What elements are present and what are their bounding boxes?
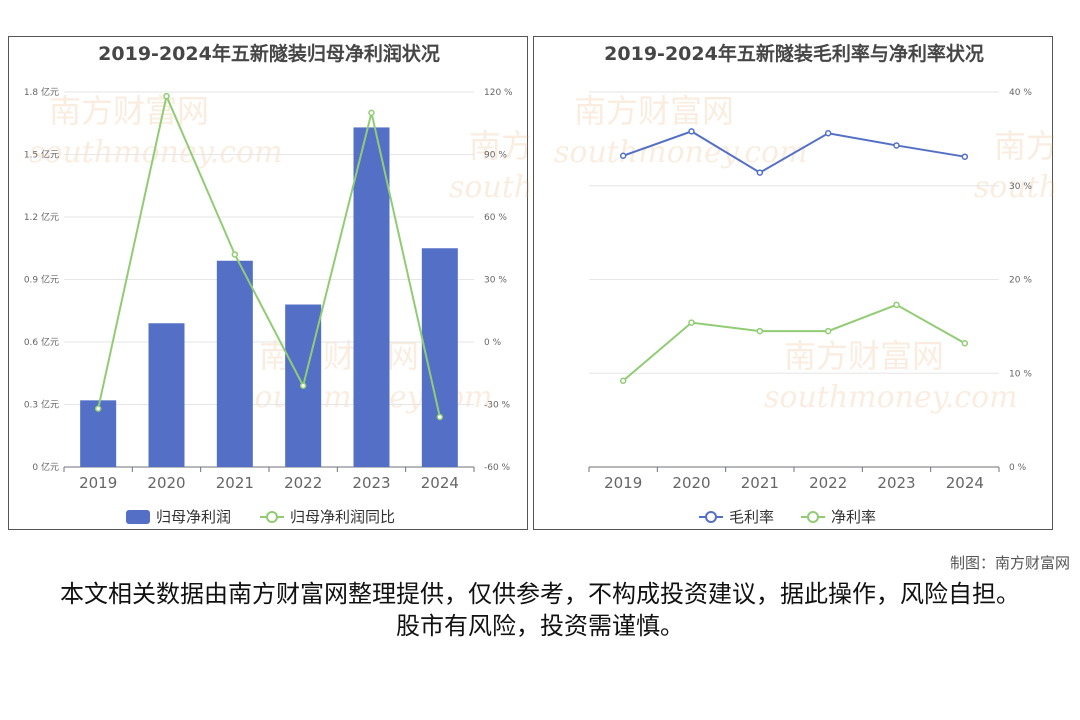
chart-title: 2019-2024年五新隧装归母净利润状况: [98, 42, 440, 65]
x-tick-label: 2019: [79, 474, 117, 492]
data-point-2020: [688, 128, 695, 135]
bar-2024: [421, 248, 458, 467]
x-tick-label: 2019: [604, 474, 642, 492]
y-right-tick-label: 0 %: [1009, 463, 1027, 473]
legend-marker: [807, 511, 819, 523]
x-tick-label: 2020: [147, 474, 185, 492]
data-point-2023: [368, 109, 375, 117]
x-tick-label: 2023: [877, 474, 915, 492]
bar-2023: [353, 127, 390, 468]
series-line-2: [622, 303, 966, 382]
chart-title: 2019-2024年五新隧装毛利率与净利率状况: [604, 42, 984, 65]
legend-bar-swatch: [126, 510, 150, 524]
y-right-tick-label: 40 %: [1009, 88, 1032, 98]
watermark: 南方财富网 southmoney.com 南方财富网 southmoney.com 南方…: [554, 92, 1054, 415]
x-tick-label: 2022: [809, 474, 847, 492]
data-point-2021: [756, 169, 764, 176]
y-right-tick-label: -60 %: [484, 463, 511, 473]
y-right-tick-label: 0 %: [484, 338, 502, 348]
data-point-2021: [231, 251, 239, 258]
data-point-2023: [893, 142, 900, 149]
legend-label: 归母净利润: [156, 508, 231, 526]
legend-marker: [266, 511, 278, 523]
watermark-cn: 南方财富网: [469, 127, 529, 165]
x-tick-label: 2021: [741, 474, 779, 492]
legend-label: 归母净利润同比: [290, 508, 395, 526]
data-point-2019: [94, 405, 102, 412]
net-profit-chart-panel: 南方财富网 southmoney.com 南方财富网 southmoney.com 南方…: [8, 36, 529, 530]
data-point-2024: [961, 340, 969, 347]
y-right-tick-label: 120 %: [484, 88, 513, 98]
watermark-en: southmoney.com: [29, 135, 283, 170]
y-left-tick-label: 1.8 亿元: [24, 86, 59, 98]
y-left-tick-label: 0.3 亿元: [24, 399, 59, 411]
x-tick-label: 2021: [216, 474, 254, 492]
legend-label: 毛利率: [729, 508, 774, 526]
data-point-2020: [163, 92, 170, 100]
data-point-2021: [756, 327, 764, 335]
chart-credit: 制图：南方财富网: [949, 554, 1070, 572]
series-line-1: [622, 130, 965, 174]
watermark-cn: 南方财富网: [994, 127, 1054, 165]
margin-chart: 南方财富网 southmoney.com 南方财富网 southmoney.com 南方…: [554, 42, 1054, 526]
y-left-tick-label: 1.2 亿元: [24, 211, 59, 223]
data-point-2022: [299, 382, 307, 389]
y-right-tick-label: 30 %: [484, 276, 507, 286]
data-point-2020: [688, 319, 695, 326]
disclaimer-text: 本文相关数据由南方财富网整理提供，仅供参考，不构成投资建议，据此操作，风险自担。…: [60, 580, 1020, 640]
x-tick-label: 2020: [672, 474, 710, 492]
data-point-2019: [619, 152, 627, 159]
watermark-cn: 南方财富网: [49, 92, 209, 130]
series-line-2: [97, 92, 441, 418]
data-point-2024: [436, 413, 444, 421]
y-left-tick-label: 0.6 亿元: [24, 336, 59, 348]
y-left-tick-label: 0.9 亿元: [24, 274, 59, 286]
watermark-cn: 南方财富网: [574, 92, 734, 130]
watermark-cn: 南方财富网: [259, 337, 419, 375]
y-right-tick-label: 30 %: [1009, 182, 1032, 192]
y-right-tick-label: 20 %: [1009, 276, 1032, 286]
x-tick-label: 2022: [284, 474, 322, 492]
y-right-tick-label: -30 %: [484, 401, 511, 411]
watermark-en: southmoney.com: [554, 135, 808, 170]
data-point-2022: [824, 130, 832, 137]
y-left-tick-label: 1.5 亿元: [24, 149, 59, 161]
watermark-cn: 南方财富网: [784, 337, 944, 375]
legend-marker: [705, 511, 717, 523]
data-point-2023: [893, 301, 900, 309]
legend-label: 净利率: [831, 508, 876, 526]
x-tick-label: 2023: [352, 474, 390, 492]
data-point-2022: [824, 327, 832, 335]
y-right-tick-label: 60 %: [484, 213, 507, 223]
y-left-tick-label: 0 亿元: [32, 461, 59, 473]
watermark-en: southmoney.com: [764, 380, 1018, 415]
net-profit-chart: 南方财富网 southmoney.com 南方财富网 southmoney.com 南方…: [24, 42, 529, 526]
x-tick-label: 2024: [421, 474, 459, 492]
bar-2020: [148, 323, 185, 467]
data-point-2019: [619, 377, 627, 384]
bar-2021: [216, 260, 253, 467]
watermark-en: southmoney.com: [449, 170, 529, 205]
y-right-tick-label: 10 %: [1009, 369, 1032, 379]
margin-chart-panel: 南方财富网 southmoney.com 南方财富网 southmoney.com 南方…: [533, 36, 1054, 530]
data-point-2024: [961, 153, 969, 160]
y-right-tick-label: 90 %: [484, 151, 507, 161]
watermark-en: southmoney.com: [974, 170, 1054, 205]
x-tick-label: 2024: [946, 474, 984, 492]
